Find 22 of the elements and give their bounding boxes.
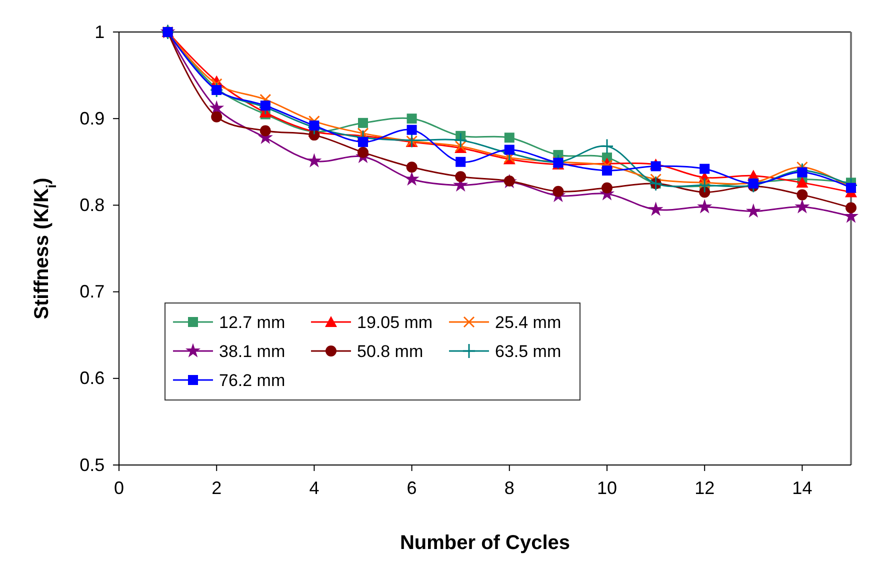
x-tick-label: 2 [212, 478, 222, 498]
y-tick-label: 0.9 [80, 108, 105, 128]
legend-label: 38.1 mm [219, 342, 286, 361]
y-tick-label: 0.8 [80, 194, 105, 215]
x-tick-label: 14 [792, 478, 812, 498]
x-axis-title: Number of Cycles [400, 532, 570, 554]
legend-label: 12.7 mm [219, 313, 286, 332]
x-tick-label: 4 [309, 478, 320, 498]
legend-label: 63.5 mm [495, 342, 562, 361]
x-tick-label: 12 [694, 478, 715, 498]
y-tick-label: 0.5 [80, 454, 105, 475]
x-tick-label: 10 [596, 478, 618, 498]
legend-label: 25.4 mm [495, 313, 562, 332]
legend-label: 19.05 mm [357, 313, 433, 332]
x-tick-label: 0 [114, 478, 124, 498]
legend-label: 76.2 mm [219, 371, 286, 390]
y-tick-label: 0.6 [80, 368, 105, 388]
y-tick-label: 0.7 [80, 282, 105, 302]
y-tick-label: 1 [94, 22, 105, 42]
x-tick-label: 6 [406, 478, 417, 498]
legend-label: 50.8 mm [357, 342, 424, 361]
x-tick-label: 8 [504, 478, 514, 498]
